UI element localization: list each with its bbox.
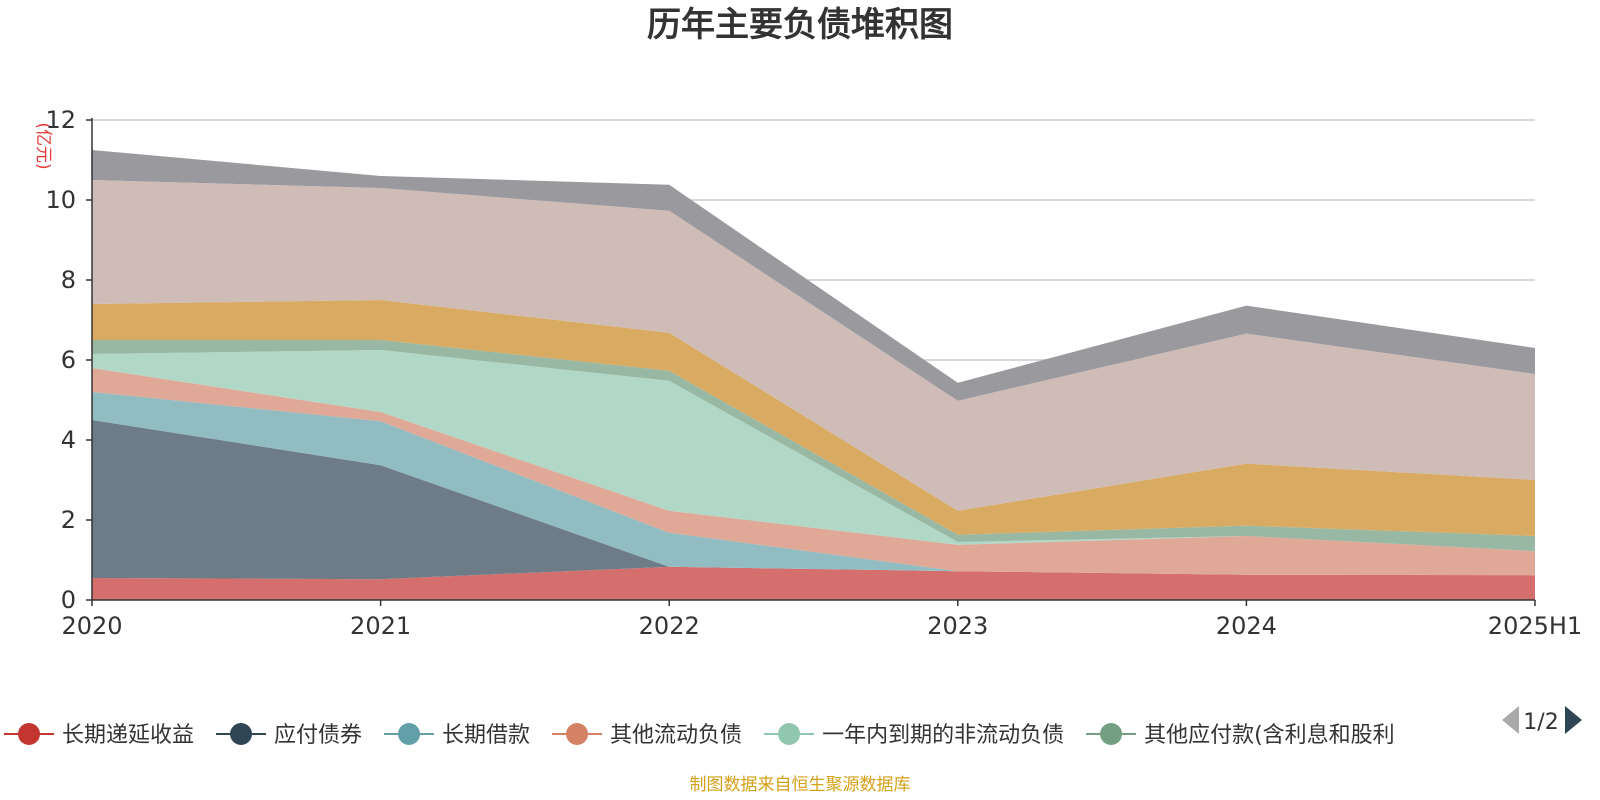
triangle-left-icon[interactable] (1502, 706, 1519, 734)
area-series-4 (92, 350, 1535, 552)
legend-label: 长期借款 (442, 723, 530, 748)
legend-marker (566, 723, 589, 745)
y-tick-labels: 0 2 4 6 8 10 12 (45, 106, 76, 614)
x-tick-labels: 2020 2021 2022 2023 2024 2025H1 (61, 612, 1582, 640)
legend-marker (398, 723, 421, 745)
y-tick-label: 2 (61, 506, 76, 534)
axes (86, 118, 1536, 606)
legend-label: 应付债券 (274, 723, 362, 748)
legend-item[interactable]: 长期借款 (384, 723, 530, 748)
x-tick-label: 2020 (61, 612, 122, 640)
legend-label: 其他流动负债 (610, 723, 742, 748)
legend-marker (778, 723, 801, 745)
area-series-8 (92, 150, 1535, 401)
legend-label: 其他应付款(含利息和股利 (1144, 723, 1395, 748)
legend-page-indicator: 1/2 (1523, 710, 1558, 735)
legend-marker (1100, 723, 1123, 745)
y-axis-unit: (亿元) (33, 122, 53, 169)
chart-title: 历年主要负债堆积图 (647, 5, 953, 45)
legend-label: 一年内到期的非流动负债 (822, 723, 1064, 748)
y-tick-label: 12 (45, 106, 76, 134)
x-tick-label: 2023 (927, 612, 988, 640)
area-series-2 (92, 392, 1535, 576)
legend-pager: 1/2 (1502, 706, 1582, 735)
legend-item[interactable]: 其他流动负债 (552, 723, 742, 748)
y-tick-label: 0 (61, 586, 76, 614)
y-tick-label: 8 (61, 266, 76, 294)
area-series-1 (92, 420, 1535, 580)
y-tick-label: 4 (61, 426, 76, 454)
y-tick-label: 10 (45, 186, 76, 214)
legend-item[interactable]: 应付债券 (216, 723, 362, 748)
x-tick-label: 2021 (350, 612, 411, 640)
legend-marker (230, 723, 253, 745)
x-tick-label: 2024 (1216, 612, 1277, 640)
legend-item[interactable]: 长期递延收益 (4, 723, 194, 748)
y-tick-label: 6 (61, 346, 76, 374)
x-tick-label: 2025H1 (1488, 612, 1582, 640)
data-source-note: 制图数据来自恒生聚源数据库 (690, 775, 911, 795)
legend-label: 长期递延收益 (62, 723, 194, 748)
legend-item[interactable]: 其他应付款(含利息和股利 (1086, 723, 1395, 748)
area-series-0 (92, 566, 1535, 600)
area-series-7 (92, 180, 1535, 511)
legend-marker (18, 723, 40, 745)
legend-item[interactable]: 一年内到期的非流动负债 (764, 723, 1064, 748)
area-series-6 (92, 300, 1535, 536)
x-tick-label: 2022 (639, 612, 700, 640)
area-series-3 (92, 368, 1535, 576)
triangle-right-icon[interactable] (1565, 706, 1582, 734)
legend: 长期递延收益 应付债券 长期借款 其他流动负债 一年内到期的非流动负债 其他应付款(含利息… (4, 723, 1395, 748)
area-series (92, 150, 1535, 600)
